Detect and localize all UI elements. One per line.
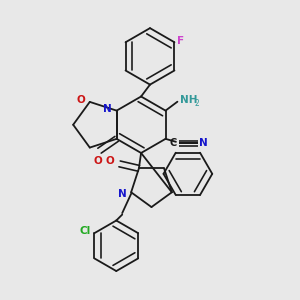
Text: N: N: [118, 189, 127, 199]
Text: F: F: [177, 36, 184, 46]
Text: NH: NH: [180, 95, 198, 105]
Text: O: O: [94, 156, 102, 166]
Text: N: N: [103, 104, 112, 114]
Text: C: C: [170, 138, 177, 148]
Text: Cl: Cl: [80, 226, 91, 236]
Text: O: O: [76, 95, 85, 105]
Text: N: N: [199, 138, 208, 148]
Text: 2: 2: [195, 99, 200, 108]
Text: O: O: [106, 156, 114, 166]
